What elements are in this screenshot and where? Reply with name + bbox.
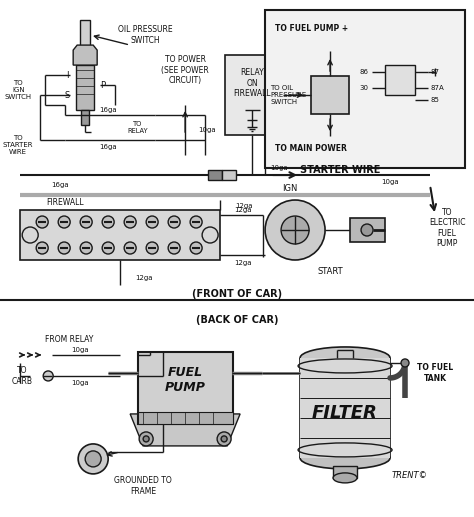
Ellipse shape (300, 347, 390, 369)
Ellipse shape (333, 473, 357, 483)
Circle shape (168, 216, 180, 228)
Text: TO FUEL
TANK: TO FUEL TANK (417, 363, 453, 383)
Text: (BACK OF CAR): (BACK OF CAR) (196, 315, 278, 325)
Text: 16ga: 16ga (100, 107, 117, 113)
Bar (333, 466, 357, 478)
Bar (138, 412, 233, 424)
Circle shape (401, 359, 409, 367)
Circle shape (58, 216, 70, 228)
Text: STARTER WIRE: STARTER WIRE (300, 165, 380, 175)
Text: 12ga: 12ga (235, 203, 253, 209)
Text: TO POWER
(SEE POWER
CIRCUIT): TO POWER (SEE POWER CIRCUIT) (161, 55, 209, 85)
Text: RELAY
ON
FIREWALL: RELAY ON FIREWALL (233, 68, 271, 98)
Circle shape (265, 200, 325, 260)
Text: 85: 85 (430, 97, 439, 103)
Text: FUEL
PUMP: FUEL PUMP (164, 366, 206, 394)
Bar (350, 218, 385, 242)
Text: (FRONT OF CAR): (FRONT OF CAR) (192, 289, 282, 299)
Text: TO
ELECTRIC
FUEL
PUMP: TO ELECTRIC FUEL PUMP (429, 208, 465, 248)
Circle shape (190, 242, 202, 254)
Circle shape (85, 451, 101, 467)
Text: TO MAIN POWER: TO MAIN POWER (275, 144, 347, 153)
Text: 12ga: 12ga (234, 207, 252, 213)
Text: IGN: IGN (283, 184, 298, 192)
Text: 12ga: 12ga (135, 275, 153, 281)
Text: 10ga: 10ga (198, 127, 216, 133)
Text: FIREWALL: FIREWALL (46, 197, 84, 206)
Text: 10ga: 10ga (381, 179, 399, 185)
Text: S: S (64, 90, 70, 100)
Circle shape (102, 242, 114, 254)
Text: 86: 86 (359, 69, 368, 75)
Circle shape (80, 242, 92, 254)
Bar (138, 352, 233, 424)
Text: FROM RELAY: FROM RELAY (45, 336, 93, 344)
Text: GROUNDED TO
FRAME: GROUNDED TO FRAME (114, 476, 172, 496)
Text: TO
STARTER
WIRE: TO STARTER WIRE (3, 135, 34, 155)
Text: OIL PRESSURE
SWITCH: OIL PRESSURE SWITCH (118, 25, 173, 45)
Circle shape (78, 444, 108, 474)
Circle shape (80, 216, 92, 228)
Text: 87: 87 (430, 69, 439, 75)
Text: 87A: 87A (430, 85, 444, 91)
Text: 16ga: 16ga (100, 144, 117, 150)
Bar (222, 170, 236, 180)
Text: TO FUEL PUMP +: TO FUEL PUMP + (275, 24, 348, 33)
Polygon shape (130, 414, 240, 446)
Circle shape (190, 216, 202, 228)
Text: 16ga: 16ga (51, 182, 69, 188)
Circle shape (281, 216, 309, 244)
Text: TO OIL
PRESSURE
SWITCH: TO OIL PRESSURE SWITCH (270, 85, 306, 105)
Circle shape (217, 432, 231, 446)
Circle shape (139, 432, 153, 446)
Circle shape (36, 242, 48, 254)
Bar (385, 65, 415, 95)
Circle shape (43, 371, 53, 381)
Text: START: START (317, 267, 343, 277)
Polygon shape (73, 45, 97, 65)
Bar (76, 65, 94, 110)
Text: TO
CARB: TO CARB (12, 366, 33, 386)
Text: 10ga: 10ga (72, 380, 89, 386)
Circle shape (36, 216, 48, 228)
Circle shape (146, 216, 158, 228)
Text: TO
RELAY: TO RELAY (128, 120, 148, 133)
Circle shape (124, 242, 136, 254)
Circle shape (22, 227, 38, 243)
Circle shape (143, 436, 149, 442)
Bar (300, 358, 390, 458)
Circle shape (202, 227, 218, 243)
Text: FILTER: FILTER (312, 404, 378, 422)
Circle shape (124, 216, 136, 228)
Bar (311, 76, 349, 114)
Text: 12ga: 12ga (234, 260, 252, 266)
Text: TRENT©: TRENT© (392, 472, 428, 480)
Circle shape (221, 436, 227, 442)
Ellipse shape (300, 447, 390, 469)
Bar (265, 10, 465, 168)
Text: I: I (66, 71, 68, 80)
Text: TO
IGN
SWITCH: TO IGN SWITCH (5, 80, 32, 100)
Bar (208, 170, 222, 180)
Bar (81, 110, 89, 125)
Bar (80, 20, 90, 50)
Text: 10ga: 10ga (270, 165, 288, 171)
Text: 10ga: 10ga (72, 347, 89, 353)
Circle shape (146, 242, 158, 254)
Bar (225, 55, 280, 135)
Circle shape (168, 242, 180, 254)
Circle shape (361, 224, 373, 236)
Text: P: P (100, 81, 106, 89)
Circle shape (58, 242, 70, 254)
Circle shape (102, 216, 114, 228)
Text: 30: 30 (359, 85, 368, 91)
Bar (20, 210, 220, 260)
